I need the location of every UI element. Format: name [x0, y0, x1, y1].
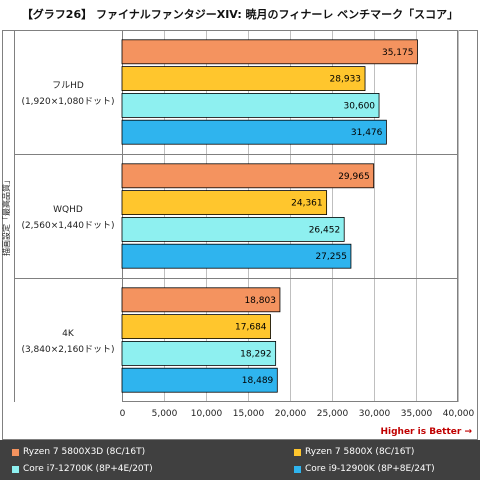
bar — [121, 163, 375, 189]
bar — [121, 93, 380, 118]
legend-item: Ryzen 7 5800X3D (8C/16T) — [12, 444, 145, 460]
chart-title: 【グラフ26】 ファイナルファンタジーXIV: 暁月のフィナーレ ベンチマーク「… — [21, 8, 459, 21]
legend-label: Core i7-12700K (8P+4E/20T) — [23, 464, 153, 474]
x-tick-label: 5,000 — [152, 409, 178, 419]
bar-value-label: 18,292 — [240, 349, 272, 359]
category-label: フルHD — [52, 81, 84, 91]
bar — [121, 243, 352, 269]
legend-item: Core i9-12900K (8P+8E/24T) — [294, 461, 435, 477]
bar-value-label: 18,489 — [242, 376, 274, 386]
category-label: 4K — [62, 329, 75, 339]
x-tick-label: 0 — [120, 409, 126, 419]
legend: Ryzen 7 5800X3D (8C/16T) Ryzen 7 5800X (8… — [0, 440, 480, 480]
category-sublabel: (3,840×2,160ドット) — [21, 345, 114, 355]
bar-value-label: 24,361 — [291, 199, 323, 209]
legend-swatch — [294, 465, 301, 473]
bar — [121, 367, 278, 393]
bar — [121, 287, 281, 313]
x-tick-label: 25,000 — [317, 409, 349, 419]
bar — [121, 66, 366, 91]
bar — [121, 340, 277, 366]
bar-value-label: 27,255 — [315, 252, 347, 262]
plot-border — [122, 30, 458, 402]
x-tick-label: 35,000 — [401, 409, 433, 419]
category-sublabel: (1,920×1,080ドット) — [21, 97, 114, 107]
x-tick-label: 20,000 — [275, 409, 307, 419]
bar — [121, 314, 271, 340]
legend-label: Core i9-12900K (8P+8E/24T) — [305, 464, 435, 474]
bar-value-label: 35,175 — [382, 48, 414, 58]
bar-value-label: 17,684 — [235, 323, 267, 333]
legend-item: Ryzen 7 5800X (8C/16T) — [294, 444, 414, 460]
bar-value-label: 28,933 — [330, 75, 362, 85]
y-axis-title: 描画設定「最高品質」 — [1, 176, 11, 256]
bar-value-label: 29,965 — [338, 172, 370, 182]
legend-label: Ryzen 7 5800X3D (8C/16T) — [23, 447, 146, 457]
legend-swatch — [12, 448, 19, 456]
x-tick-label: 10,000 — [191, 409, 223, 419]
x-tick-label: 30,000 — [359, 409, 391, 419]
bar-value-label: 26,452 — [309, 225, 341, 235]
bar-value-label: 31,476 — [351, 128, 383, 138]
x-tick-label: 40,000 — [443, 409, 475, 419]
legend-label: Ryzen 7 5800X (8C/16T) — [305, 447, 415, 457]
bar — [121, 216, 345, 242]
bar — [121, 119, 387, 145]
higher-is-better-note: Higher is Better → — [380, 427, 472, 437]
bar — [121, 39, 418, 65]
x-tick-label: 15,000 — [233, 409, 265, 419]
category-label: WQHD — [53, 205, 83, 215]
legend-swatch — [294, 448, 301, 456]
chart-canvas: 0 5,000 10,000 15,000 20,000 25,000 30,000 35,0… — [1, 30, 478, 440]
legend-swatch — [12, 465, 19, 473]
bar — [121, 190, 328, 216]
category-sublabel: (2,560×1,440ドット) — [21, 221, 114, 231]
bar-value-label: 18,803 — [244, 296, 276, 306]
legend-item: Core i7-12700K (8P+4E/20T) — [12, 461, 153, 477]
bar-value-label: 30,600 — [344, 101, 376, 111]
